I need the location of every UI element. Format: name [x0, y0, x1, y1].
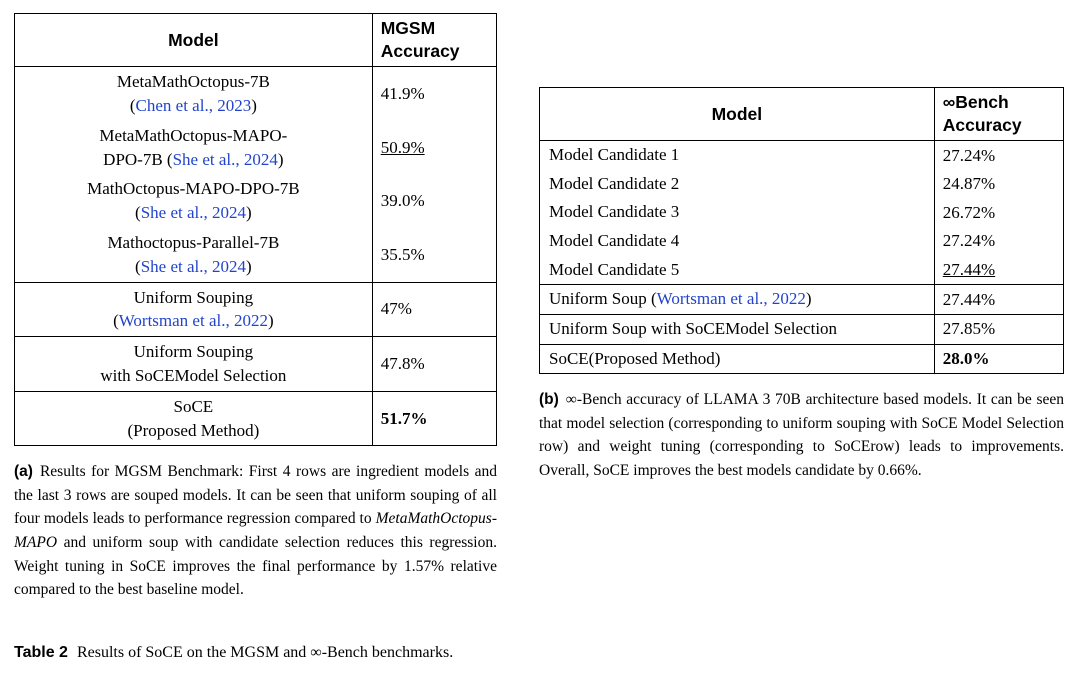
mgsm-results-table: Model MGSM Accuracy MetaMathOctopus-7B (Ch…	[14, 13, 497, 447]
model-name-cell: MetaMathOctopus-7B (Chen et al., 2023)	[116, 72, 270, 115]
table-row: MathOctopus-MAPO-DPO-7B (She et al., 2024…	[15, 174, 497, 228]
caption-b-label: (b)	[539, 391, 559, 409]
table-row: SoCE (Proposed Method) 51.7%	[14, 391, 497, 446]
table-row: MetaMathOctopus-MAPO- DPO-7B (She et al.,…	[15, 120, 497, 175]
model-name-cell: Uniform Soup with SoCEModel Selection	[549, 319, 838, 339]
table-header-row: Model MGSM Accuracy	[14, 13, 497, 67]
model-name-cell: SoCE(Proposed Method)	[549, 348, 721, 368]
table-row: Model Candidate 1 27.24%	[540, 140, 1064, 170]
accuracy-cell: 47.8%	[371, 336, 497, 392]
citation-link[interactable]: She et al., 2024	[140, 203, 247, 223]
model-name-cell: Model Candidate 2	[549, 173, 680, 193]
accuracy-cell: 27.44%	[933, 255, 1064, 285]
citation-link[interactable]: She et al., 2024	[172, 149, 278, 169]
column-header-model: Model	[711, 103, 763, 124]
accuracy-cell: 27.24%	[933, 227, 1064, 256]
model-name-cell: Model Candidate 5	[549, 259, 680, 279]
accuracy-cell: 27.44%	[933, 284, 1064, 315]
model-name-cell: Uniform Soup (Wortsman et al., 2022)	[549, 289, 812, 309]
model-name-cell: Model Candidate 1	[549, 145, 680, 165]
model-name-cell: MetaMathOctopus-MAPO- DPO-7B (She et al.,…	[99, 125, 288, 169]
table-2-caption: Table 2 Results of SoCE on the MGSM and ∞…	[14, 644, 454, 661]
right-column: Model ∞Bench Accuracy Model Candidate 1 2…	[539, 87, 1064, 483]
accuracy-cell: 26.72%	[933, 198, 1064, 228]
table-row: Uniform Souping (Wortsman et al., 2022) 4…	[14, 282, 497, 337]
caption-b: (b) ∞-Bench accuracy of LLAMA 3 70B archi…	[539, 391, 1064, 479]
table-row: Mathoctopus-Parallel-7B (She et al., 2024…	[15, 227, 497, 283]
model-name-cell: SoCE(Proposed Method)	[127, 396, 260, 440]
model-name-cell: Uniform Souping (Wortsman et al., 2022)	[113, 287, 274, 331]
italic-model-name: MetaMathOctopus-MAPO	[14, 510, 497, 551]
model-name-cell: MathOctopus-MAPO-DPO-7B (She et al., 2024…	[87, 179, 300, 223]
accuracy-cell: 24.87%	[933, 169, 1064, 199]
table-row: Uniform Souping with SoCEModel Selection …	[14, 336, 497, 392]
accuracy-cell: 51.7%	[371, 391, 497, 446]
column-header-mgsm-accuracy: MGSM Accuracy	[371, 13, 497, 67]
citation-link[interactable]: She et al., 2024	[140, 256, 247, 276]
caption-a: (a) Results for MGSM Benchmark: First 4 r…	[14, 463, 497, 599]
table-row: SoCE(Proposed Method) 28.0%	[539, 344, 1064, 374]
table-row: Model Candidate 5 27.44%	[540, 255, 1064, 285]
table-row: MetaMathOctopus-7B (Chen et al., 2023) 41…	[15, 66, 497, 121]
accuracy-cell: 27.85%	[933, 314, 1064, 345]
table-row: Uniform Soup (Wortsman et al., 2022) 27.…	[539, 284, 1064, 315]
table-header-row: Model ∞Bench Accuracy	[539, 87, 1064, 141]
accuracy-cell: 41.9%	[371, 66, 497, 121]
accuracy-cell: 47%	[371, 282, 497, 337]
table-row: Model Candidate 2 24.87%	[540, 169, 1064, 199]
infbench-results-table: Model ∞Bench Accuracy Model Candidate 1 2…	[539, 87, 1064, 375]
accuracy-cell: 35.5%	[371, 227, 497, 283]
accuracy-cell: 39.0%	[371, 174, 497, 228]
citation-link[interactable]: Wortsman et al., 2022	[656, 289, 806, 309]
column-header-infbench-accuracy: ∞Bench Accuracy	[933, 87, 1064, 141]
caption-a-label: (a)	[14, 463, 33, 481]
accuracy-cell: 28.0%	[933, 344, 1064, 374]
table-row: Model Candidate 4 27.24%	[540, 227, 1064, 256]
model-name-cell: Model Candidate 4	[549, 231, 680, 251]
table-row: Uniform Soup with SoCEModel Selection 27…	[539, 314, 1064, 345]
model-name-cell: Uniform Souping with SoCEModel Selection	[100, 342, 287, 385]
table-2-caption-label: Table 2	[14, 644, 68, 661]
accuracy-cell: 27.24%	[933, 140, 1064, 170]
citation-link[interactable]: Chen et al., 2023	[135, 95, 252, 115]
column-header-model: Model	[168, 29, 219, 50]
left-column: Model MGSM Accuracy MetaMathOctopus-7B (Ch…	[14, 13, 497, 602]
model-name-cell: Model Candidate 3	[549, 202, 680, 222]
citation-link[interactable]: Wortsman et al., 2022	[118, 311, 268, 331]
model-name-cell: Mathoctopus-Parallel-7B (She et al., 2024…	[107, 232, 280, 276]
accuracy-cell: 50.9%	[371, 120, 497, 175]
table-row: Model Candidate 3 26.72%	[540, 198, 1064, 228]
